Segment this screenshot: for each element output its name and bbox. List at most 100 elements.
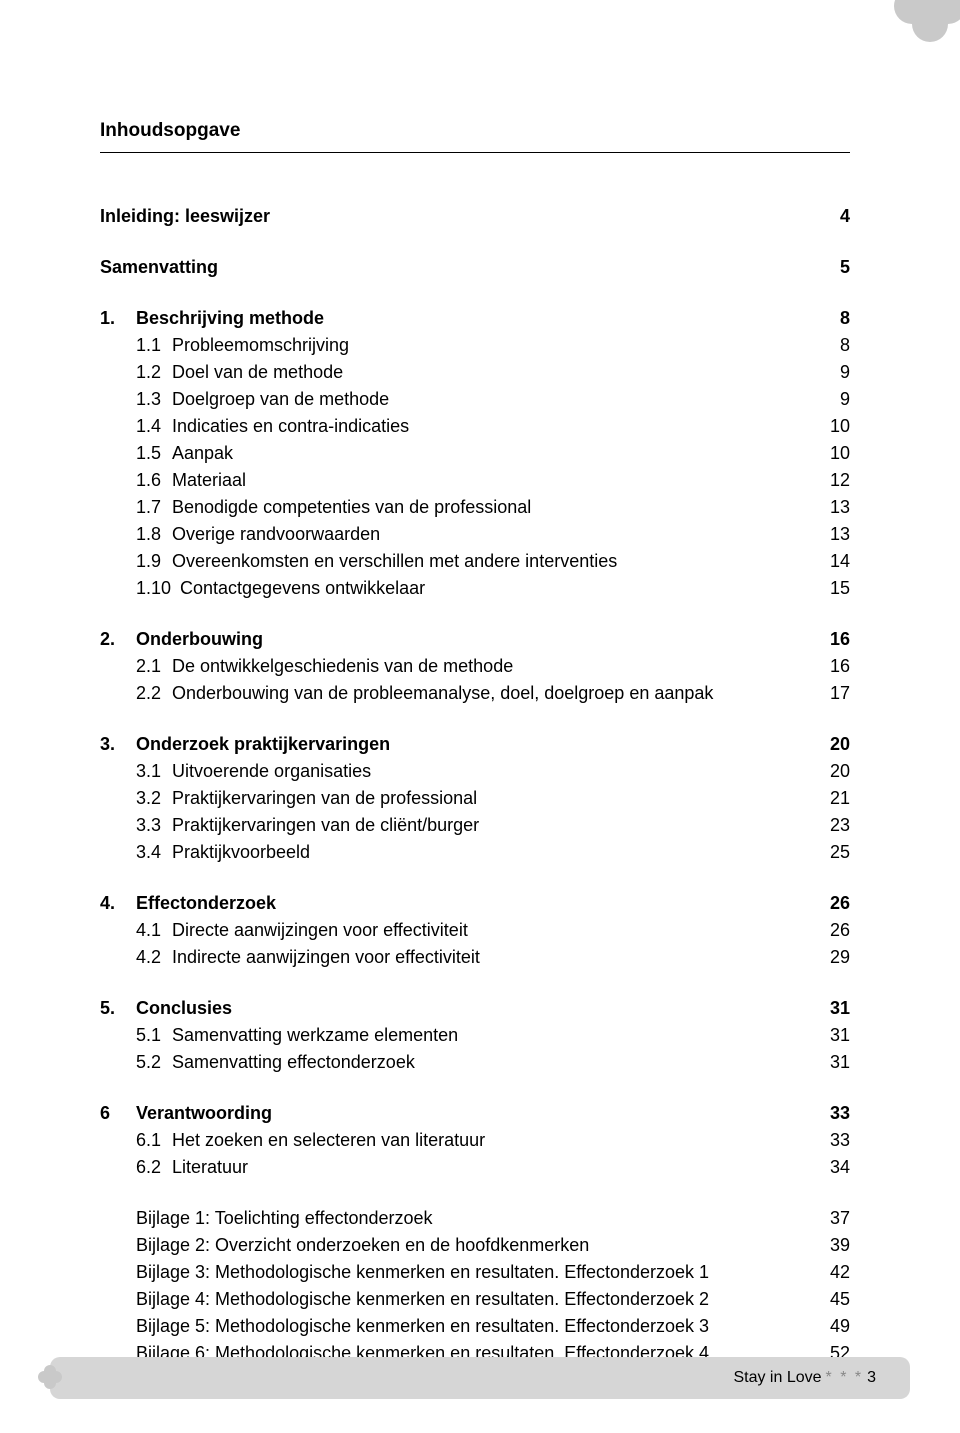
toc-section-header: 6Verantwoording33 [100,1100,850,1127]
toc-entry: 1.4Indicaties en contra-indicaties 10 [100,413,850,440]
toc-page: 10 [810,413,850,440]
toc-number: 1. [100,305,136,332]
footer-doc-title: Stay in Love [733,1369,821,1387]
toc-page: 23 [810,812,850,839]
toc-section-header: 5.Conclusies31 [100,995,850,1022]
toc-number: 1.9 [136,548,172,575]
toc-label: 5.1Samenvatting werkzame elementen [136,1022,810,1049]
toc-title: Onderzoek praktijkervaringen [136,734,390,754]
toc-section-header: 3.Onderzoek praktijkervaringen20 [100,731,850,758]
toc-entry: 3.2Praktijkervaringen van de professiona… [100,785,850,812]
toc-number: 1.8 [136,521,172,548]
toc-number: 3.4 [136,839,172,866]
toc-entry: 2.2Onderbouwing van de probleemanalyse, … [100,680,850,707]
toc-page: 20 [810,758,850,785]
toc-number: 3.1 [136,758,172,785]
toc-page: 20 [810,731,850,758]
toc-label: 5.Conclusies [100,995,810,1022]
toc-entry: 6.1Het zoeken en selecteren van literatu… [100,1127,850,1154]
toc-page: 14 [810,548,850,575]
toc-label: 1.2Doel van de methode [136,359,820,386]
toc-title: Uitvoerende organisaties [172,761,371,781]
toc-title: Onderbouwing van de probleemanalyse, doe… [172,683,713,703]
toc-section-header: 2.Onderbouwing16 [100,626,850,653]
toc-page: 31 [810,1049,850,1076]
toc-label: 3.4Praktijkvoorbeeld [136,839,810,866]
toc-appendix-entry: Bijlage 4: Methodologische kenmerken en … [136,1286,850,1313]
toc-appendix-entry: Bijlage 1: Toelichting effectonderzoek37 [136,1205,850,1232]
toc-page: 17 [810,680,850,707]
toc-number: 2.2 [136,680,172,707]
toc-label: 6Verantwoording [100,1100,810,1127]
toc-title: Praktijkvoorbeeld [172,842,310,862]
toc-title: Indicaties en contra-indicaties [172,416,409,436]
toc-section-header: 1.Beschrijving methode8 [100,305,850,332]
toc-entry: 1.5Aanpak 10 [100,440,850,467]
toc-label: 3.1Uitvoerende organisaties [136,758,810,785]
toc-page: 33 [810,1127,850,1154]
toc-title: Praktijkervaringen van de cliënt/burger [172,815,479,835]
toc-label: 4.2Indirecte aanwijzingen voor effectivi… [136,944,810,971]
page-footer: Stay in Love * * * 3 [50,1357,910,1399]
toc-label: 1.7Benodigde competenties van de profess… [136,494,810,521]
toc-page: 13 [810,521,850,548]
toc-number: 3.2 [136,785,172,812]
toc-page: 37 [810,1205,850,1232]
toc-page: 13 [810,494,850,521]
toc-title: Benodigde competenties van de profession… [172,497,531,517]
toc-label: Bijlage 2: Overzicht onderzoeken en de h… [136,1232,810,1259]
toc-entry: 4.1Directe aanwijzingen voor effectivite… [100,917,850,944]
toc-entry: 1.3Doelgroep van de methode9 [100,386,850,413]
toc-entry: 4.2Indirecte aanwijzingen voor effectivi… [100,944,850,971]
toc-number: 1.4 [136,413,172,440]
toc-page: 26 [810,890,850,917]
toc-title: Het zoeken en selecteren van literatuur [172,1130,485,1150]
toc-number: 1.3 [136,386,172,413]
toc-page: 45 [810,1286,850,1313]
toc-title: Praktijkervaringen van de professional [172,788,477,808]
toc-label: 2.Onderbouwing [100,626,810,653]
toc-title: Overige randvoorwaarden [172,524,380,544]
toc-title: Verantwoording [136,1103,272,1123]
toc-title: Aanpak [172,443,233,463]
toc-label: 5.2Samenvatting effectonderzoek [136,1049,810,1076]
toc-entry: 1.2Doel van de methode9 [100,359,850,386]
footer-page-number: 3 [867,1369,876,1387]
toc-label: 1.10Contactgegevens ontwikkelaar [136,575,810,602]
toc-entry: 1.6Materiaal12 [100,467,850,494]
toc-entry: 1.1Probleemomschrijving8 [100,332,850,359]
toc-label: Samenvatting [100,254,820,281]
toc-page: 10 [810,440,850,467]
toc-page: 9 [820,386,850,413]
toc-page: 21 [810,785,850,812]
toc-page: 33 [810,1100,850,1127]
toc-entry: 3.3Praktijkervaringen van de cliënt/burg… [100,812,850,839]
toc-number: 1.5 [136,440,172,467]
toc-number: 6.2 [136,1154,172,1181]
toc-label: Inleiding: leeswijzer [100,203,820,230]
toc-number: 1.2 [136,359,172,386]
toc-page: 42 [810,1259,850,1286]
toc-number: 4.1 [136,917,172,944]
toc-number: 1.6 [136,467,172,494]
toc-page: 26 [810,917,850,944]
toc-title: Onderbouwing [136,629,263,649]
toc-label: 3.3Praktijkervaringen van de cliënt/burg… [136,812,810,839]
toc-label: 1.6Materiaal [136,467,810,494]
toc-entry: 1.7Benodigde competenties van de profess… [100,494,850,521]
toc-label: 1.1Probleemomschrijving [136,332,820,359]
toc-number: 4.2 [136,944,172,971]
toc-section-header: 4.Effectonderzoek26 [100,890,850,917]
toc-label: 1.Beschrijving methode [100,305,820,332]
toc-entry: 3.1Uitvoerende organisaties20 [100,758,850,785]
toc-label: 4.Effectonderzoek [100,890,810,917]
toc-label: Bijlage 4: Methodologische kenmerken en … [136,1286,810,1313]
toc-content: Inhoudsopgave Inleiding: leeswijzer4Same… [100,120,850,1391]
toc-title: Indirecte aanwijzingen voor effectivitei… [172,947,480,967]
toc-page: 39 [810,1232,850,1259]
toc-number: 3.3 [136,812,172,839]
toc-appendix-entry: Bijlage 3: Methodologische kenmerken en … [136,1259,850,1286]
toc-title: Probleemomschrijving [172,335,349,355]
toc-entry: 1.8Overige randvoorwaarden 13 [100,521,850,548]
toc-label: 6.2Literatuur [136,1154,810,1181]
